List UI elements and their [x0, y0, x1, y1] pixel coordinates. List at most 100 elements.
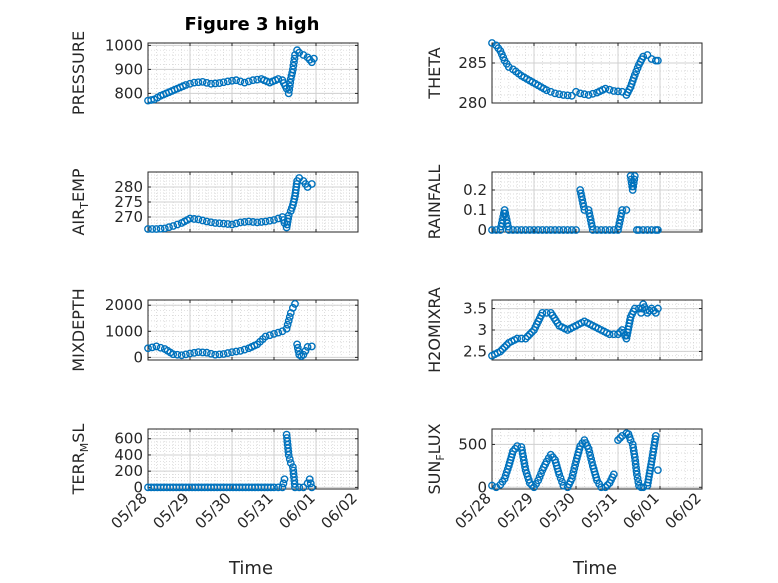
data-point-fill	[186, 79, 194, 88]
data-point-fill	[577, 318, 586, 327]
data-point-fill	[511, 444, 519, 453]
data-point	[207, 79, 215, 88]
axes-box	[491, 42, 703, 104]
data-point	[223, 77, 232, 86]
y-tick-label: 0.1	[463, 201, 487, 219]
data-point-fill	[602, 328, 611, 337]
y-tick-label: 3	[477, 321, 487, 339]
plot-area	[148, 300, 358, 360]
data-point	[635, 481, 643, 490]
data-point	[284, 89, 293, 98]
data-point	[144, 344, 152, 353]
data-point-fill	[539, 84, 548, 93]
x-tick-label: 05/31	[234, 489, 277, 532]
data-point-fill	[555, 90, 564, 99]
data-point-fill	[645, 306, 654, 315]
data-point-fill	[284, 444, 292, 453]
data-point-fill	[285, 455, 294, 463]
data-point	[605, 226, 614, 234]
data-point	[628, 186, 637, 194]
series-markers	[144, 46, 318, 105]
data-point-fill	[629, 446, 638, 455]
data-point-fill	[190, 215, 199, 223]
data-point-fill	[649, 306, 658, 315]
data-point-fill	[213, 483, 222, 492]
data-point-fill	[215, 350, 224, 359]
data-point-fill	[528, 328, 536, 337]
data-point	[152, 225, 161, 233]
y-tick-label: 0	[133, 478, 143, 496]
data-point-fill	[301, 346, 310, 355]
series-markers	[488, 300, 662, 360]
data-point	[639, 483, 648, 492]
data-point	[144, 225, 152, 233]
data-point-fill	[642, 306, 650, 314]
data-point-fill	[532, 479, 540, 488]
data-point-fill	[569, 467, 578, 476]
data-point-fill	[293, 343, 302, 352]
data-point-fill	[250, 341, 259, 350]
panel-theta: 280 285 THETA	[425, 39, 703, 112]
data-point-fill	[236, 77, 245, 86]
y-tick-label: 900	[114, 60, 143, 78]
data-point-fill	[560, 324, 569, 333]
y-axis-label: MIXDEPTH	[69, 288, 88, 371]
data-point	[249, 76, 257, 85]
data-point-fill	[162, 483, 171, 492]
y-tick-label: 2.5	[463, 342, 487, 360]
data-point	[293, 340, 301, 349]
y-tick-label: 800	[114, 84, 143, 102]
data-point	[488, 226, 496, 234]
data-point-fill	[528, 481, 536, 490]
data-point	[559, 91, 568, 99]
data-point-fill	[542, 226, 551, 234]
data-point-fill	[632, 67, 641, 76]
data-point-fill	[287, 71, 296, 80]
y-axis-label: AIRTEMP	[69, 168, 91, 235]
data-point-fill	[499, 53, 508, 62]
data-point-fill	[166, 348, 175, 357]
data-point-fill	[284, 214, 293, 223]
data-point-fill	[616, 212, 625, 221]
series-markers	[488, 429, 662, 492]
data-point-fill	[616, 434, 624, 442]
data-point-fill	[207, 349, 215, 358]
y-tick-label: 400	[114, 446, 143, 464]
data-point	[194, 348, 203, 357]
x-tick-label: 05/28	[452, 489, 495, 532]
data-point-fill	[629, 179, 638, 187]
data-point-fill	[605, 85, 614, 94]
data-point-fill	[290, 480, 299, 488]
data-point-fill	[211, 79, 220, 88]
data-point	[211, 219, 220, 227]
data-point-fill	[588, 89, 597, 98]
series-markers	[144, 174, 316, 233]
data-point-fill	[601, 226, 610, 234]
data-point	[211, 350, 220, 359]
data-point-fill	[579, 202, 588, 211]
y-axis-label: THETA	[425, 47, 444, 99]
y-tick-label: 500	[458, 435, 487, 453]
data-point	[576, 89, 585, 98]
data-point-fill	[523, 332, 532, 341]
data-point-fill	[284, 447, 293, 456]
data-point-fill	[271, 76, 280, 85]
data-point-fill	[632, 463, 640, 472]
data-point	[228, 348, 236, 357]
data-point	[228, 220, 236, 229]
data-point-fill	[541, 460, 550, 469]
data-point-fill	[263, 77, 271, 86]
data-point	[654, 466, 662, 475]
data-point	[521, 226, 530, 234]
figure-title: Figure 3 high	[185, 14, 320, 35]
data-point-fill	[585, 448, 594, 457]
data-point	[567, 91, 576, 100]
y-tick-label: 275	[114, 193, 143, 211]
data-point-fill	[251, 483, 260, 492]
data-point-fill	[616, 328, 624, 337]
series-markers	[144, 300, 316, 360]
data-point-fill	[544, 454, 553, 463]
data-point	[244, 217, 253, 226]
